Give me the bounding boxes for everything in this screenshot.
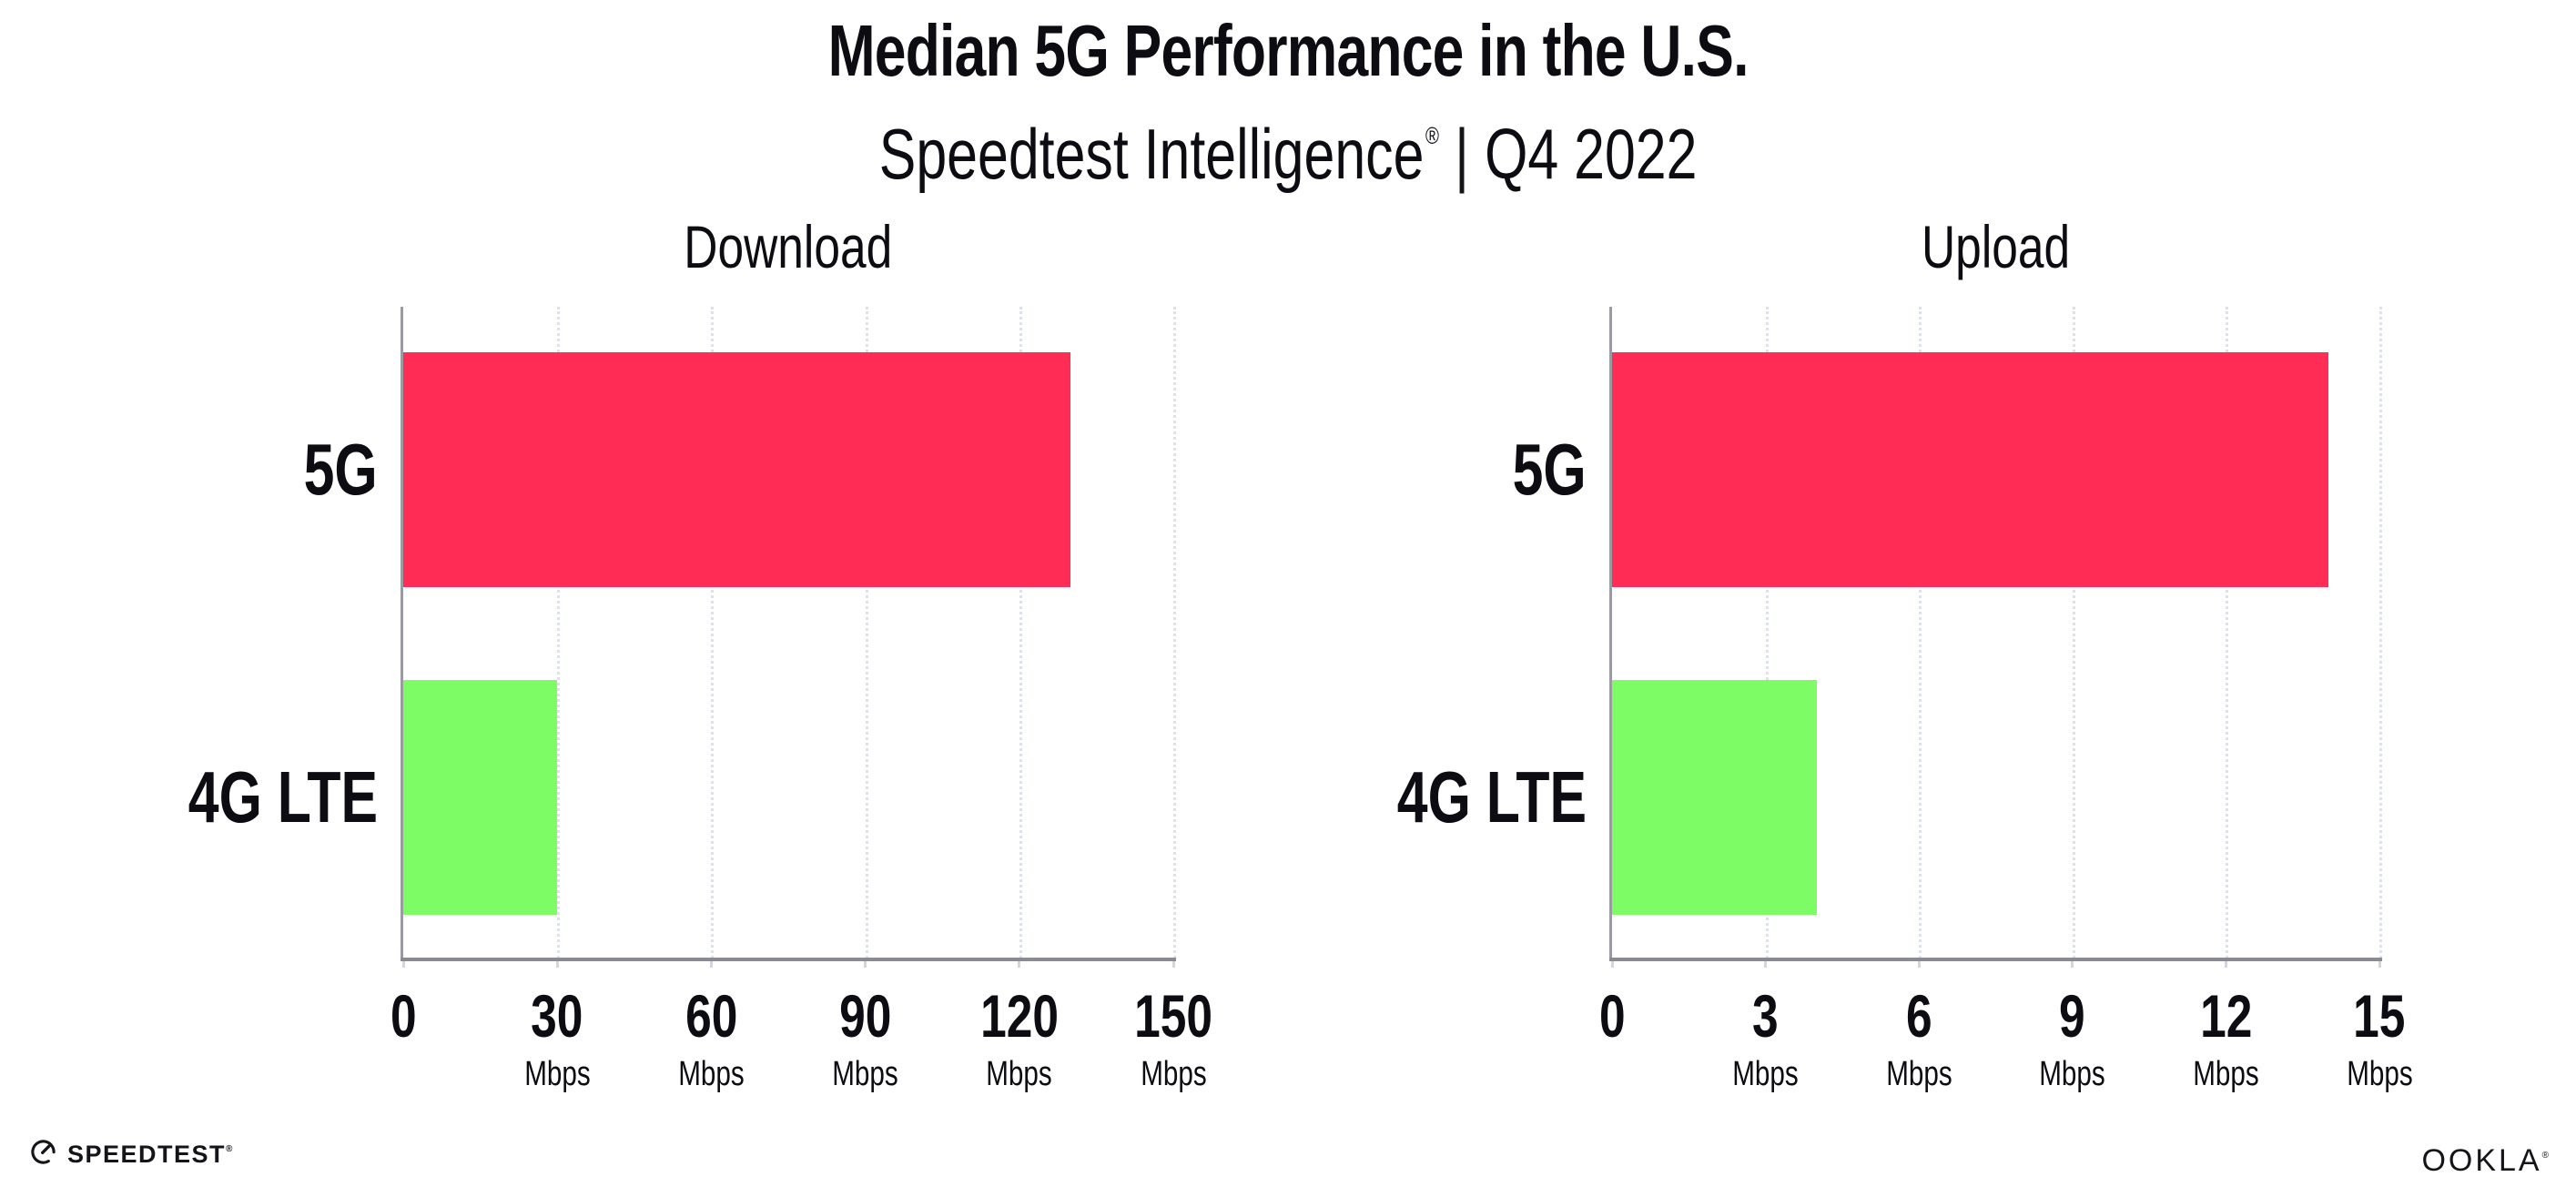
x-tick-value: 30 xyxy=(531,982,583,1050)
bar-5g-download xyxy=(403,352,1071,587)
upload-chart-title-text: Upload xyxy=(1921,213,2071,280)
x-tick-label-0: 0 xyxy=(1494,985,1730,1047)
speedtest-wordmark: SPEEDTEST® xyxy=(67,1136,234,1168)
x-tick-mark-6 xyxy=(1917,960,1921,968)
x-tick-value: 0 xyxy=(390,982,417,1050)
ookla-wordmark-text: OOKLA xyxy=(2421,1143,2542,1178)
category-label-text: 4G LTE xyxy=(1396,756,1587,837)
bar-4g-lte-upload xyxy=(1612,680,1817,915)
subtitle-brand: Speedtest Intelligence xyxy=(878,114,1425,194)
download-chart-title: Download xyxy=(403,214,1173,279)
gridline-120 xyxy=(1019,307,1022,959)
speedtest-registered-mark: ® xyxy=(226,1144,234,1154)
x-tick-mark-30 xyxy=(555,960,559,968)
x-tick-unit: Mbps xyxy=(986,1055,1053,1093)
x-tick-mark-60 xyxy=(709,960,713,968)
subtitle-separator: | xyxy=(1454,114,1469,194)
bar-5g-upload xyxy=(1612,352,2328,587)
gridline-60 xyxy=(711,307,715,959)
x-tick-mark-15 xyxy=(2378,960,2381,968)
x-tick-label-9: 9 Mbps xyxy=(1954,985,2191,1094)
ookla-logo: OOKLA® xyxy=(2421,1140,2549,1177)
gridline-12 xyxy=(2226,307,2229,959)
x-tick-unit: Mbps xyxy=(2039,1055,2106,1093)
upload-plot-area xyxy=(1609,307,2382,968)
gridline-150 xyxy=(1173,307,1176,959)
x-tick-unit: Mbps xyxy=(2346,1055,2413,1093)
x-tick-label-6: 6 Mbps xyxy=(1800,985,2037,1094)
page-subtitle-text: Speedtest Intelligence® | Q4 2022 xyxy=(879,96,1698,193)
x-tick-mark-120 xyxy=(1018,960,1021,968)
upload-chart: Upload 5G 4G LTE 0 3 Mbps 6 Mbps 9 Mbps 12 Mbps 15 M… xyxy=(1397,214,2413,1093)
x-tick-value: 90 xyxy=(838,982,892,1050)
x-tick-label-30: 30 Mbps xyxy=(439,985,675,1094)
x-tick-unit: Mbps xyxy=(523,1055,591,1093)
x-tick-unit: Mbps xyxy=(1885,1055,1952,1093)
gridline-6 xyxy=(1919,307,1922,959)
download-plot-area xyxy=(401,307,1176,968)
x-tick-value: 6 xyxy=(1905,982,1932,1050)
x-tick-value: 9 xyxy=(2059,982,2086,1050)
x-tick-unit: Mbps xyxy=(1732,1055,1799,1093)
x-tick-label-150: 150 Mbps xyxy=(1055,985,1292,1094)
x-tick-mark-12 xyxy=(2224,960,2227,968)
x-tick-label-3: 3 Mbps xyxy=(1648,985,1884,1094)
y-axis xyxy=(1609,307,1612,959)
category-label-text: 4G LTE xyxy=(188,756,378,837)
x-tick-value: 15 xyxy=(2353,982,2406,1050)
speedtest-gauge-icon xyxy=(31,1140,56,1164)
x-tick-label-12: 12 Mbps xyxy=(2107,985,2344,1094)
gridline-90 xyxy=(865,307,868,959)
x-tick-unit: Mbps xyxy=(2193,1055,2259,1093)
gridline-30 xyxy=(557,307,561,959)
category-label-5g: 5G xyxy=(0,428,378,512)
download-chart-title-text: Download xyxy=(684,213,893,280)
category-label-4g-lte: 4G LTE xyxy=(0,756,378,839)
ookla-registered-mark: ® xyxy=(2541,1151,2549,1161)
x-tick-mark-3 xyxy=(1764,960,1768,968)
gridline-3 xyxy=(1765,307,1769,959)
x-tick-label-60: 60 Mbps xyxy=(593,985,829,1094)
x-tick-unit: Mbps xyxy=(832,1055,898,1093)
subtitle-period: Q4 2022 xyxy=(1484,114,1698,194)
x-tick-label-90: 90 Mbps xyxy=(747,985,984,1094)
page-title-text: Median 5G Performance in the U.S. xyxy=(827,10,1749,91)
y-axis xyxy=(401,307,403,959)
bar-4g-lte-download xyxy=(403,680,558,915)
category-label-4g-lte: 4G LTE xyxy=(1204,756,1587,839)
category-label-5g: 5G xyxy=(1204,428,1587,512)
speedtest-wordmark-text: SPEEDTEST xyxy=(67,1141,227,1168)
speedtest-logo: SPEEDTEST® xyxy=(29,1136,234,1168)
category-label-text: 5G xyxy=(1512,429,1587,510)
gridline-15 xyxy=(2379,307,2382,959)
registered-mark: ® xyxy=(1425,122,1439,149)
x-tick-value: 150 xyxy=(1134,982,1212,1050)
download-chart: Download 5G 4G LTE 0 30 Mbps 60 Mbps 90 Mbps 120 M… xyxy=(188,214,1212,1093)
x-tick-value: 0 xyxy=(1598,982,1626,1050)
x-tick-unit: Mbps xyxy=(678,1055,745,1093)
x-tick-value: 120 xyxy=(979,982,1059,1050)
header: Median 5G Performance in the U.S. Speedt… xyxy=(0,13,2576,194)
x-tick-value: 3 xyxy=(1752,982,1779,1050)
upload-chart-title: Upload xyxy=(1612,214,2379,279)
x-tick-value: 12 xyxy=(2199,982,2253,1050)
x-tick-mark-90 xyxy=(864,960,867,968)
gridline-9 xyxy=(2072,307,2075,959)
x-tick-mark-0 xyxy=(401,960,405,968)
x-tick-mark-0 xyxy=(1610,960,1614,968)
x-tick-unit: Mbps xyxy=(1140,1055,1207,1093)
x-axis xyxy=(401,958,1176,961)
page-subtitle: Speedtest Intelligence® | Q4 2022 xyxy=(0,96,2576,193)
x-tick-mark-150 xyxy=(1171,960,1175,968)
x-tick-label-15: 15 Mbps xyxy=(2261,985,2498,1094)
page-title: Median 5G Performance in the U.S. xyxy=(0,13,2576,89)
x-tick-label-120: 120 Mbps xyxy=(901,985,1138,1094)
category-label-text: 5G xyxy=(303,429,378,510)
x-tick-mark-9 xyxy=(2071,960,2074,968)
x-tick-value: 60 xyxy=(685,982,738,1050)
x-tick-label-0: 0 xyxy=(285,985,522,1047)
x-axis xyxy=(1609,958,2382,961)
